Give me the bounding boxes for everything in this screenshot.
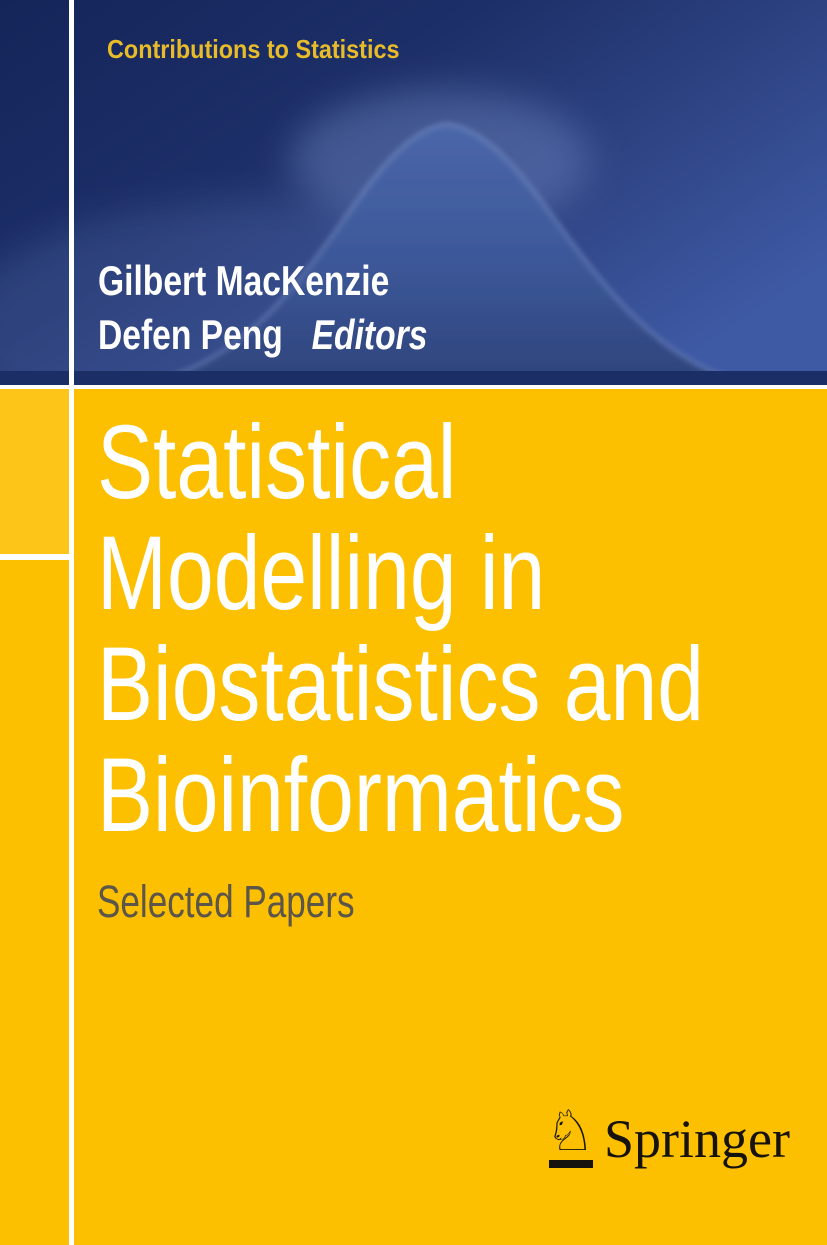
- book-title-line: Modelling in: [97, 515, 546, 632]
- vertical-rule: [69, 0, 74, 1245]
- bell-curve-shape: [140, 124, 752, 385]
- spine-tab-divider: [0, 554, 69, 560]
- header-gaussian-curve-art: [0, 0, 827, 385]
- editors-label: Editors: [311, 311, 428, 358]
- springer-wordmark: Springer: [604, 1109, 790, 1169]
- author-row: Defen Peng Editors: [98, 308, 427, 362]
- book-subtitle: Selected Papers: [97, 876, 355, 927]
- book-title-line: Bioinformatics: [97, 737, 625, 854]
- horizontal-divider: [0, 385, 827, 389]
- springer-logo: ♘ Springer: [543, 1100, 803, 1180]
- book-title-line: Biostatistics and: [97, 626, 704, 743]
- author-name: Defen Peng: [98, 311, 283, 358]
- authors-block: Gilbert MacKenzie Defen Peng Editors: [98, 254, 427, 362]
- author-name: Gilbert MacKenzie: [98, 257, 390, 304]
- header-bottom-band: [0, 371, 827, 385]
- book-title-line: Statistical: [97, 404, 457, 521]
- series-title: Contributions to Statistics: [107, 34, 400, 64]
- spine-tab: [0, 389, 69, 554]
- springer-knight-underline: [549, 1160, 593, 1168]
- book-title: Statistical Modelling in Biostatistics a…: [97, 407, 704, 851]
- bell-curve-rim-highlight: [132, 122, 759, 385]
- springer-knight-icon: ♘: [545, 1099, 596, 1164]
